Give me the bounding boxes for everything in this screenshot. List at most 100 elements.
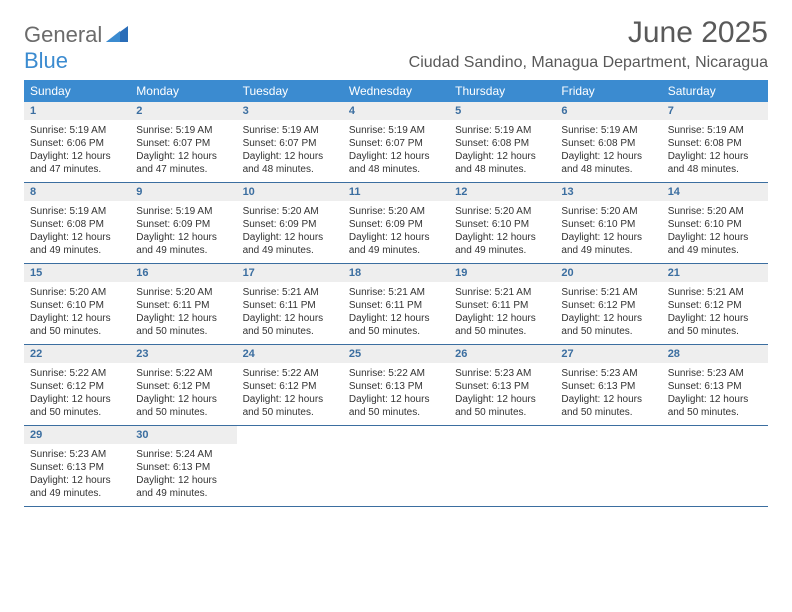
day-body: Sunrise: 5:20 AMSunset: 6:11 PMDaylight:…	[130, 282, 236, 344]
calendar-cell: 24Sunrise: 5:22 AMSunset: 6:12 PMDayligh…	[237, 345, 343, 426]
day-number: 10	[237, 183, 343, 201]
day-body: Sunrise: 5:22 AMSunset: 6:12 PMDaylight:…	[130, 363, 236, 425]
daylight-line: Daylight: 12 hours and 50 minutes.	[136, 312, 230, 338]
sunrise-line: Sunrise: 5:21 AM	[668, 286, 762, 299]
calendar-cell: 5Sunrise: 5:19 AMSunset: 6:08 PMDaylight…	[449, 102, 555, 183]
sunset-line: Sunset: 6:12 PM	[30, 380, 124, 393]
calendar-cell: 6Sunrise: 5:19 AMSunset: 6:08 PMDaylight…	[555, 102, 661, 183]
daylight-line: Daylight: 12 hours and 50 minutes.	[561, 312, 655, 338]
day-body: Sunrise: 5:21 AMSunset: 6:12 PMDaylight:…	[662, 282, 768, 344]
sunset-line: Sunset: 6:11 PM	[455, 299, 549, 312]
day-body: Sunrise: 5:19 AMSunset: 6:07 PMDaylight:…	[343, 120, 449, 182]
sunset-line: Sunset: 6:13 PM	[349, 380, 443, 393]
calendar-cell: 21Sunrise: 5:21 AMSunset: 6:12 PMDayligh…	[662, 264, 768, 345]
day-number: 3	[237, 102, 343, 120]
day-number: 2	[130, 102, 236, 120]
calendar-row: 29Sunrise: 5:23 AMSunset: 6:13 PMDayligh…	[24, 426, 768, 507]
sunset-line: Sunset: 6:13 PM	[455, 380, 549, 393]
daylight-line: Daylight: 12 hours and 48 minutes.	[668, 150, 762, 176]
daylight-line: Daylight: 12 hours and 49 minutes.	[668, 231, 762, 257]
logo-text-blue: Blue	[24, 48, 68, 73]
weekday-header: Friday	[555, 80, 661, 102]
weekday-header: Thursday	[449, 80, 555, 102]
calendar-cell	[237, 426, 343, 507]
day-number: 27	[555, 345, 661, 363]
sunset-line: Sunset: 6:09 PM	[243, 218, 337, 231]
sunrise-line: Sunrise: 5:22 AM	[243, 367, 337, 380]
weekday-header: Monday	[130, 80, 236, 102]
calendar-cell: 4Sunrise: 5:19 AMSunset: 6:07 PMDaylight…	[343, 102, 449, 183]
day-body: Sunrise: 5:19 AMSunset: 6:07 PMDaylight:…	[237, 120, 343, 182]
day-body: Sunrise: 5:23 AMSunset: 6:13 PMDaylight:…	[662, 363, 768, 425]
logo: General Blue	[24, 22, 128, 74]
day-number: 5	[449, 102, 555, 120]
header: General Blue June 2025 Ciudad Sandino, M…	[24, 16, 768, 74]
day-number: 23	[130, 345, 236, 363]
day-number: 18	[343, 264, 449, 282]
calendar-cell: 18Sunrise: 5:21 AMSunset: 6:11 PMDayligh…	[343, 264, 449, 345]
daylight-line: Daylight: 12 hours and 49 minutes.	[30, 474, 124, 500]
calendar-cell: 3Sunrise: 5:19 AMSunset: 6:07 PMDaylight…	[237, 102, 343, 183]
sunset-line: Sunset: 6:07 PM	[136, 137, 230, 150]
sunset-line: Sunset: 6:08 PM	[455, 137, 549, 150]
calendar-cell: 14Sunrise: 5:20 AMSunset: 6:10 PMDayligh…	[662, 183, 768, 264]
day-body: Sunrise: 5:19 AMSunset: 6:08 PMDaylight:…	[449, 120, 555, 182]
day-number: 24	[237, 345, 343, 363]
day-number: 19	[449, 264, 555, 282]
sunrise-line: Sunrise: 5:19 AM	[349, 124, 443, 137]
weekday-header: Sunday	[24, 80, 130, 102]
sunrise-line: Sunrise: 5:22 AM	[30, 367, 124, 380]
daylight-line: Daylight: 12 hours and 48 minutes.	[243, 150, 337, 176]
daylight-line: Daylight: 12 hours and 49 minutes.	[243, 231, 337, 257]
day-body: Sunrise: 5:22 AMSunset: 6:12 PMDaylight:…	[24, 363, 130, 425]
day-body: Sunrise: 5:19 AMSunset: 6:06 PMDaylight:…	[24, 120, 130, 182]
day-number: 12	[449, 183, 555, 201]
calendar-header-row: Sunday Monday Tuesday Wednesday Thursday…	[24, 80, 768, 102]
day-number: 28	[662, 345, 768, 363]
day-body: Sunrise: 5:20 AMSunset: 6:10 PMDaylight:…	[449, 201, 555, 263]
sunset-line: Sunset: 6:12 PM	[243, 380, 337, 393]
sunset-line: Sunset: 6:11 PM	[136, 299, 230, 312]
calendar-cell: 19Sunrise: 5:21 AMSunset: 6:11 PMDayligh…	[449, 264, 555, 345]
sunrise-line: Sunrise: 5:20 AM	[136, 286, 230, 299]
sunrise-line: Sunrise: 5:23 AM	[30, 448, 124, 461]
sunrise-line: Sunrise: 5:20 AM	[243, 205, 337, 218]
daylight-line: Daylight: 12 hours and 50 minutes.	[136, 393, 230, 419]
day-body: Sunrise: 5:21 AMSunset: 6:11 PMDaylight:…	[449, 282, 555, 344]
sunset-line: Sunset: 6:10 PM	[668, 218, 762, 231]
calendar-cell	[343, 426, 449, 507]
weekday-header: Saturday	[662, 80, 768, 102]
calendar-cell: 9Sunrise: 5:19 AMSunset: 6:09 PMDaylight…	[130, 183, 236, 264]
day-number: 25	[343, 345, 449, 363]
page-title: June 2025	[409, 16, 768, 50]
sunset-line: Sunset: 6:07 PM	[243, 137, 337, 150]
sunset-line: Sunset: 6:13 PM	[136, 461, 230, 474]
day-body: Sunrise: 5:22 AMSunset: 6:12 PMDaylight:…	[237, 363, 343, 425]
sunrise-line: Sunrise: 5:19 AM	[30, 124, 124, 137]
day-body: Sunrise: 5:20 AMSunset: 6:09 PMDaylight:…	[343, 201, 449, 263]
day-body: Sunrise: 5:19 AMSunset: 6:09 PMDaylight:…	[130, 201, 236, 263]
day-number: 26	[449, 345, 555, 363]
title-block: June 2025 Ciudad Sandino, Managua Depart…	[409, 16, 768, 72]
calendar-cell: 12Sunrise: 5:20 AMSunset: 6:10 PMDayligh…	[449, 183, 555, 264]
logo-text-general: General	[24, 22, 102, 47]
sunrise-line: Sunrise: 5:19 AM	[136, 205, 230, 218]
day-body: Sunrise: 5:23 AMSunset: 6:13 PMDaylight:…	[24, 444, 130, 506]
calendar-cell: 29Sunrise: 5:23 AMSunset: 6:13 PMDayligh…	[24, 426, 130, 507]
daylight-line: Daylight: 12 hours and 50 minutes.	[30, 312, 124, 338]
day-number: 9	[130, 183, 236, 201]
day-number: 1	[24, 102, 130, 120]
sunrise-line: Sunrise: 5:19 AM	[455, 124, 549, 137]
sunset-line: Sunset: 6:08 PM	[561, 137, 655, 150]
sunrise-line: Sunrise: 5:19 AM	[136, 124, 230, 137]
sunrise-line: Sunrise: 5:19 AM	[243, 124, 337, 137]
sunset-line: Sunset: 6:09 PM	[349, 218, 443, 231]
sunrise-line: Sunrise: 5:23 AM	[561, 367, 655, 380]
day-number: 8	[24, 183, 130, 201]
daylight-line: Daylight: 12 hours and 49 minutes.	[136, 474, 230, 500]
daylight-line: Daylight: 12 hours and 50 minutes.	[455, 312, 549, 338]
day-number: 16	[130, 264, 236, 282]
sunrise-line: Sunrise: 5:21 AM	[561, 286, 655, 299]
calendar-cell: 15Sunrise: 5:20 AMSunset: 6:10 PMDayligh…	[24, 264, 130, 345]
location-subtitle: Ciudad Sandino, Managua Department, Nica…	[409, 54, 768, 72]
